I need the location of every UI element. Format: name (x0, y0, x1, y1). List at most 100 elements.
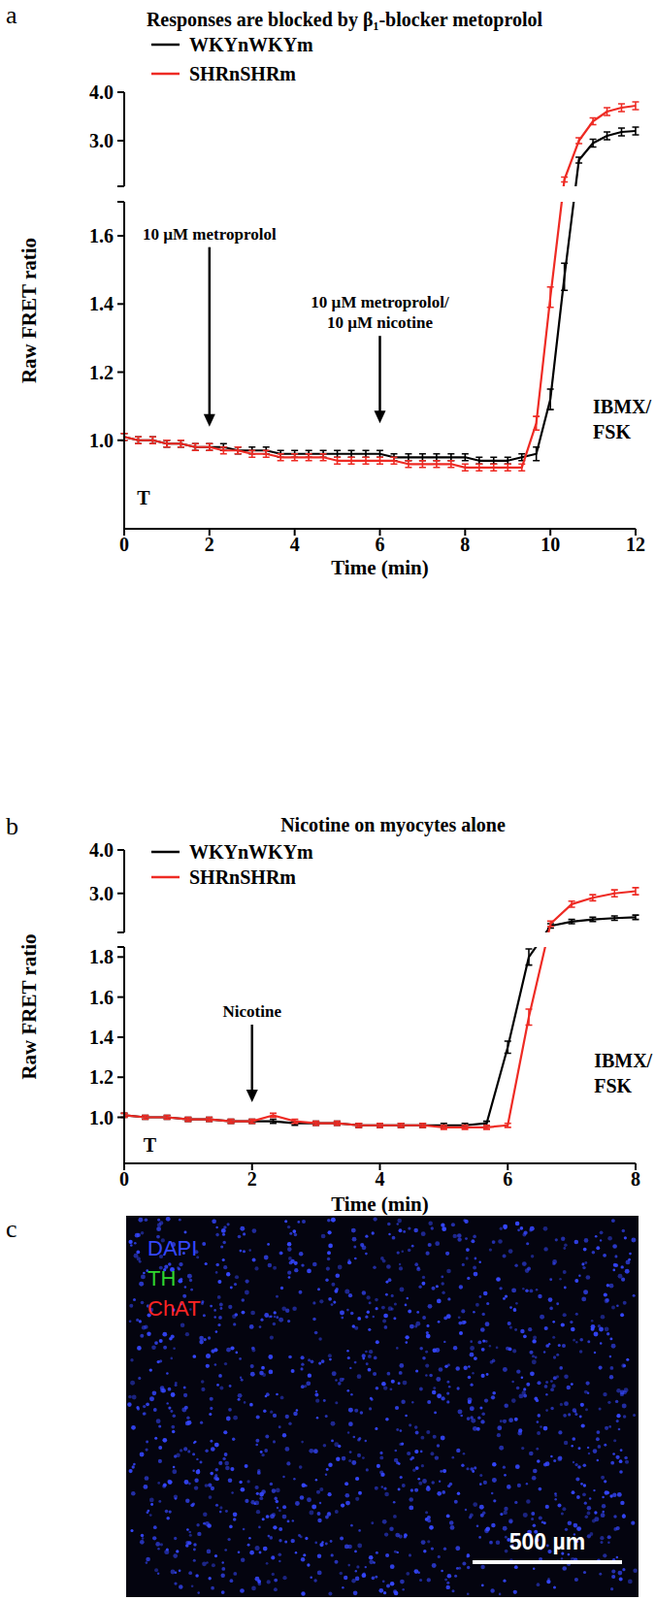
nucleus (209, 1472, 214, 1476)
nucleus (520, 1226, 524, 1231)
nucleus (140, 1231, 145, 1236)
nucleus (598, 1572, 602, 1576)
nucleus (214, 1476, 218, 1480)
nucleus (514, 1264, 519, 1269)
nucleus (327, 1250, 331, 1255)
nucleus (262, 1409, 267, 1414)
nucleus (469, 1406, 475, 1411)
nucleus (313, 1578, 317, 1582)
nucleus (248, 1537, 252, 1540)
nucleus (255, 1443, 259, 1447)
nucleus (381, 1485, 384, 1488)
nucleus (175, 1453, 180, 1458)
nucleus (438, 1479, 441, 1482)
nucleus (430, 1226, 434, 1230)
nucleus (306, 1269, 312, 1275)
nucleus (349, 1367, 352, 1370)
nucleus (619, 1470, 623, 1474)
nucleus (372, 1315, 375, 1318)
x-tick-label: 0 (119, 1168, 130, 1190)
nucleus (603, 1443, 607, 1447)
nucleus (553, 1459, 557, 1463)
nucleus (371, 1231, 375, 1235)
nucleus (137, 1217, 143, 1223)
nucleus (229, 1345, 234, 1350)
nucleus (331, 1371, 337, 1376)
nucleus (302, 1553, 306, 1557)
nucleus (593, 1351, 597, 1355)
nucleus (489, 1540, 493, 1545)
nucleus (177, 1267, 181, 1271)
nucleus (330, 1421, 336, 1427)
nucleus (298, 1251, 304, 1257)
nucleus (157, 1572, 161, 1576)
nucleus (569, 1320, 573, 1324)
nucleus (170, 1425, 175, 1430)
arrow-head (246, 1089, 259, 1103)
nucleus (178, 1218, 182, 1222)
nucleus (596, 1459, 599, 1462)
error-bar (589, 118, 597, 126)
nucleus (552, 1336, 556, 1340)
nucleus (469, 1467, 474, 1472)
nucleus (522, 1261, 527, 1267)
nucleus (144, 1475, 150, 1481)
series-line (124, 917, 636, 1125)
nucleus (249, 1324, 255, 1330)
nucleus (404, 1341, 408, 1344)
nucleus (200, 1387, 205, 1392)
nucleus (397, 1381, 401, 1385)
nucleus (239, 1588, 245, 1594)
nucleus (614, 1254, 618, 1258)
nucleus (269, 1314, 273, 1318)
nucleus (130, 1380, 135, 1386)
error-bar (547, 920, 555, 926)
nucleus (353, 1245, 357, 1249)
nucleus (610, 1587, 614, 1591)
nucleus (455, 1366, 460, 1372)
nucleus (342, 1377, 346, 1381)
error-bar (504, 457, 512, 464)
nucleus (174, 1381, 178, 1385)
nucleus (590, 1327, 595, 1332)
nucleus (224, 1362, 228, 1366)
nucleus (462, 1320, 466, 1324)
nucleus (314, 1331, 319, 1336)
nucleus (543, 1246, 548, 1251)
nucleus (490, 1360, 494, 1365)
nucleus (204, 1262, 208, 1266)
x-tick-label: 10 (540, 533, 560, 556)
nucleus (333, 1289, 338, 1294)
nucleus (616, 1413, 621, 1418)
nucleus (351, 1228, 357, 1234)
figure: aResponses are blocked by β₁-blocker met… (0, 0, 655, 1600)
error-bar (333, 457, 341, 464)
nucleus (414, 1425, 419, 1430)
nucleus (372, 1216, 377, 1221)
nucleus (367, 1328, 371, 1332)
nucleus (578, 1446, 582, 1450)
nucleus (287, 1519, 291, 1523)
nucleus (480, 1327, 486, 1333)
nucleus (173, 1581, 177, 1585)
x-axis-label: Time (min) (330, 1192, 429, 1216)
nucleus (557, 1343, 561, 1347)
error-bar (632, 887, 640, 895)
nucleus (188, 1531, 192, 1535)
error-bar (589, 917, 596, 921)
nucleus (318, 1362, 322, 1366)
nucleus (293, 1477, 295, 1480)
nucleus (254, 1266, 259, 1271)
nucleus (592, 1448, 598, 1454)
nucleus (555, 1238, 558, 1242)
nucleus (374, 1486, 379, 1491)
nucleus (312, 1301, 316, 1305)
nucleus (357, 1453, 361, 1458)
nucleus (145, 1441, 149, 1444)
nucleus (353, 1590, 359, 1596)
nucleus (193, 1548, 197, 1552)
nucleus (607, 1541, 611, 1545)
nucleus (337, 1265, 343, 1271)
nucleus (624, 1269, 630, 1275)
nucleus (544, 1326, 549, 1331)
